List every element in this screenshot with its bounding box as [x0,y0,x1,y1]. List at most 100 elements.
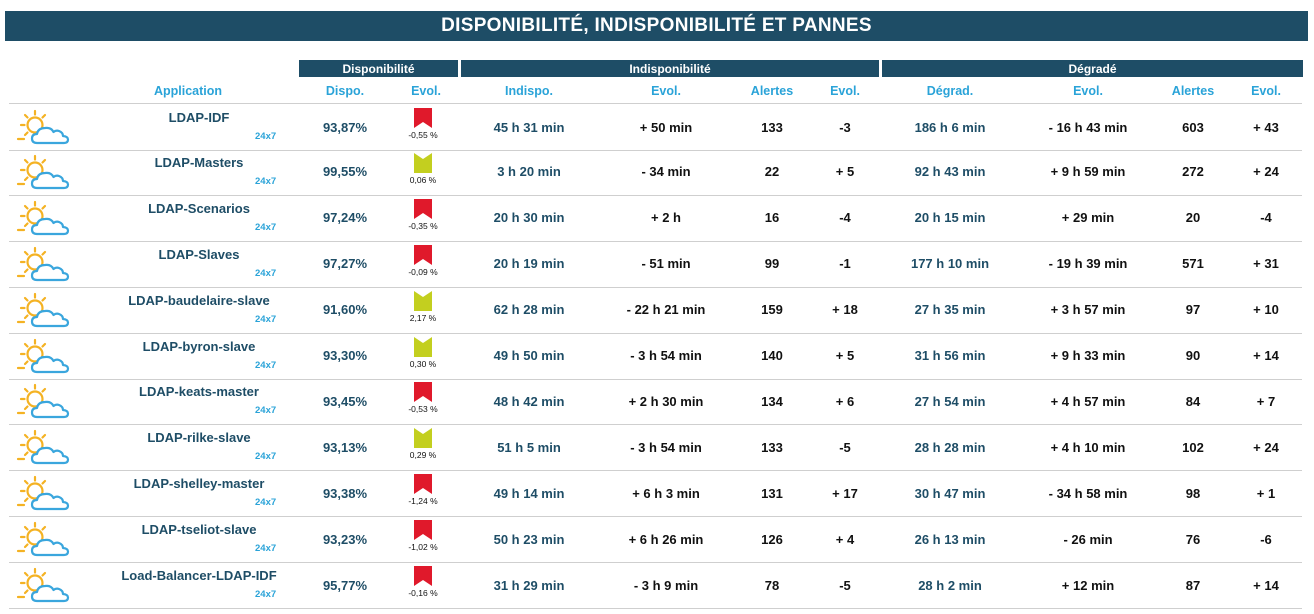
alertes-degrad-evol: + 24 [1253,164,1279,180]
alertes-indispo: 99 [764,256,780,272]
indispo-value: 49 h 14 min [493,485,565,501]
alertes-degrad: 571 [1182,256,1204,272]
trend-flag-icon [414,198,432,219]
dispo-trend: 2,17 % [401,290,445,331]
service-level: 24x7 [255,359,277,371]
dispo-trend: 0,06 % [401,152,445,193]
table-row: LDAP-tseliot-slave 24x7 93,23% -1,02 % 5… [9,516,1302,564]
degrad-evol: + 12 min [1061,577,1115,593]
group-header-disponibilite: Disponibilité [299,60,458,77]
group-header-degrade: Dégradé [882,60,1303,77]
sun-cloud-icon [16,338,70,373]
alertes-degrad: 90 [1185,348,1201,363]
trend-flag-icon [414,428,432,449]
dispo-value: 93,38% [322,485,368,501]
sun-cloud-icon [16,521,70,557]
indispo-value: 20 h 30 min [493,210,565,226]
indispo-evol: - 22 h 21 min [626,302,706,318]
application-name: LDAP-shelley-master [133,476,265,492]
sun-cloud-icon [16,292,70,327]
indispo-evol: + 6 h 3 min [632,485,700,501]
col-header-alertes-indispo: Alertes [750,84,794,98]
trend-flag-icon [414,108,432,128]
dispo-value: 93,45% [322,393,368,409]
alertes-indispo-evol: + 6 [835,393,855,409]
alertes-degrad-evol: + 24 [1253,439,1279,455]
alertes-degrad: 97 [1185,302,1201,318]
alertes-indispo: 159 [761,302,783,318]
application-name: Load-Balancer-LDAP-IDF [121,568,277,583]
degrad-evol: - 26 min [1063,531,1113,547]
col-header-evol-dispo: Evol. [411,84,441,98]
indispo-value: 45 h 31 min [493,119,565,135]
application-name: LDAP-tseliot-slave [141,522,257,538]
alertes-degrad: 87 [1185,577,1201,593]
table-row: LDAP-rilke-slave 24x7 93,13% 0,29 % 51 h… [9,424,1302,472]
table-row: LDAP-Slaves 24x7 97,27% -0,09 % 20 h 19 … [9,241,1302,288]
alertes-degrad: 272 [1182,164,1204,180]
degrad-value: 186 h 6 min [914,119,986,135]
alertes-indispo: 131 [761,485,783,501]
sun-cloud-icon [16,109,70,145]
alertes-degrad-evol: + 14 [1253,348,1279,363]
trend-percent: 0,06 % [409,174,437,185]
indispo-evol: - 3 h 54 min [630,439,702,455]
dispo-value: 97,27% [322,256,368,272]
application-name: LDAP-IDF [168,110,230,125]
service-level: 24x7 [255,313,277,325]
col-header-degrad: Dégrad. [926,84,974,98]
col-header-indispo: Indispo. [505,84,553,98]
report-title: DISPONIBILITÉ, INDISPONIBILITÉ ET PANNES [5,11,1308,41]
alertes-indispo: 134 [761,393,783,409]
alertes-indispo: 133 [761,119,783,135]
table-row: Load-Balancer-LDAP-IDF 24x7 95,77% -0,16… [9,562,1302,609]
trend-percent: -0,16 % [408,588,438,598]
trend-flag-icon [414,290,432,311]
trend-flag-icon [414,244,432,265]
dispo-trend: -0,35 % [401,198,445,239]
trend-percent: 2,17 % [409,312,437,323]
indispo-evol: - 3 h 9 min [633,577,699,593]
sun-cloud-icon [16,200,70,235]
alertes-indispo-evol: + 18 [832,302,858,318]
alertes-indispo-evol: + 5 [835,164,855,180]
degrad-value: 30 h 47 min [914,485,986,501]
trend-percent: -0,09 % [408,266,438,277]
alertes-degrad-evol: -4 [1260,210,1272,226]
alertes-degrad-evol: + 14 [1253,577,1279,593]
degrad-value: 27 h 54 min [914,393,986,409]
dispo-trend: -0,16 % [401,566,445,606]
indispo-evol: - 51 min [641,256,691,272]
alertes-degrad-evol: -6 [1260,531,1272,547]
dispo-trend: -1,02 % [401,520,445,560]
trend-percent: -1,02 % [408,542,438,553]
degrad-value: 92 h 43 min [914,164,986,180]
sun-cloud-icon [16,567,70,603]
alertes-degrad: 102 [1182,439,1204,455]
col-header-evol-degrad: Evol. [1073,84,1103,98]
application-name: LDAP-rilke-slave [147,430,251,446]
sun-cloud-icon [16,430,70,465]
alertes-degrad: 84 [1185,393,1201,409]
degrad-value: 27 h 35 min [914,302,986,318]
alertes-indispo-evol: + 4 [835,531,855,547]
table-row: LDAP-byron-slave 24x7 93,30% 0,30 % 49 h… [9,333,1302,380]
trend-percent: -0,53 % [408,404,438,415]
indispo-value: 50 h 23 min [493,531,565,547]
alertes-degrad: 76 [1185,531,1201,547]
alertes-indispo-evol: -5 [839,439,851,455]
service-level: 24x7 [255,131,277,142]
trend-percent: -1,24 % [408,496,438,507]
degrad-evol: + 29 min [1061,210,1115,226]
alertes-indispo: 140 [761,348,783,363]
degrad-evol: + 3 h 57 min [1050,302,1126,318]
sun-cloud-icon [16,246,70,281]
alertes-indispo-evol: + 5 [835,348,855,363]
col-header-evol-alertes-degrad: Evol. [1251,84,1281,98]
service-level: 24x7 [255,267,277,279]
degrad-value: 28 h 28 min [914,439,986,455]
dispo-value: 93,23% [322,531,368,547]
indispo-value: 20 h 19 min [493,256,565,272]
alertes-indispo-evol: -3 [839,119,851,135]
indispo-value: 48 h 42 min [493,393,565,409]
